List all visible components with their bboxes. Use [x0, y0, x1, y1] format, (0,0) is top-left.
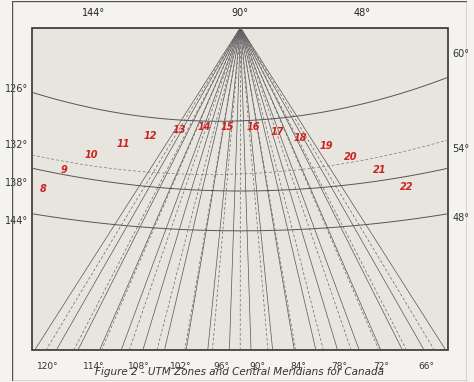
Text: 11: 11 [117, 139, 130, 149]
Text: 48°: 48° [354, 8, 371, 18]
Text: 14: 14 [197, 122, 211, 132]
Text: 48°: 48° [453, 212, 470, 223]
Text: 144°: 144° [5, 216, 27, 227]
Text: 90°: 90° [231, 8, 248, 18]
Text: 84°: 84° [291, 362, 307, 371]
Text: 8: 8 [39, 184, 46, 194]
Text: 17: 17 [271, 127, 284, 137]
Text: Figure 2 - UTM Zones and Central Meridians for Canada: Figure 2 - UTM Zones and Central Meridia… [95, 367, 384, 377]
Text: 13: 13 [173, 125, 186, 135]
Text: 102°: 102° [170, 362, 191, 371]
Text: 96°: 96° [213, 362, 229, 371]
Text: 114°: 114° [83, 362, 105, 371]
Text: 18: 18 [293, 133, 307, 143]
Text: 66°: 66° [418, 362, 434, 371]
Text: 120°: 120° [37, 362, 59, 371]
Text: 12: 12 [144, 131, 157, 141]
Text: 19: 19 [319, 141, 333, 151]
Bar [32, 28, 448, 350]
Text: 16: 16 [246, 122, 260, 132]
Text: 90°: 90° [250, 362, 266, 371]
Text: 20: 20 [344, 152, 358, 162]
Text: 72°: 72° [373, 362, 389, 371]
Text: 10: 10 [85, 150, 98, 160]
Text: 54°: 54° [453, 144, 470, 154]
Text: 21: 21 [373, 165, 386, 175]
Text: 144°: 144° [82, 8, 105, 18]
Text: 15: 15 [221, 121, 235, 131]
Text: 60°: 60° [453, 50, 470, 60]
Text: 138°: 138° [5, 178, 27, 188]
Text: 132°: 132° [4, 141, 27, 151]
Text: 9: 9 [61, 165, 67, 175]
Text: 108°: 108° [128, 362, 150, 371]
Text: 22: 22 [400, 182, 413, 192]
Text: 78°: 78° [332, 362, 348, 371]
Text: 126°: 126° [4, 84, 27, 94]
